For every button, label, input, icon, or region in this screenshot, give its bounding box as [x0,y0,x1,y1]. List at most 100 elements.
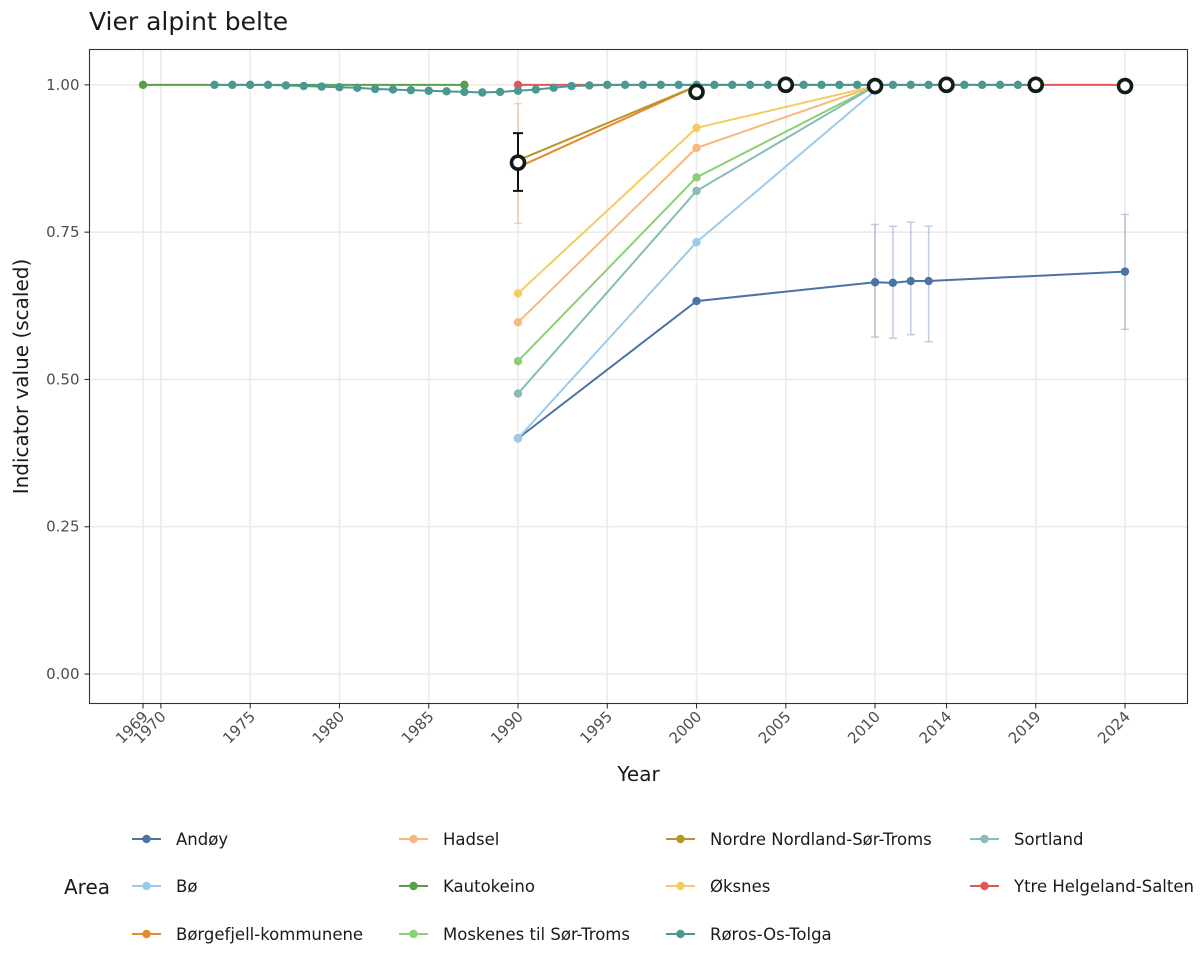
series-points [138,80,1130,443]
y-tick-label: 0.75 [46,223,79,241]
legend-item-sortland: Sortland [970,830,1083,849]
series-lines [143,83,1126,440]
point-roros-os-tolga [317,82,326,91]
legend-key-point [676,929,685,939]
x-tick-label: 1980 [309,708,349,748]
point-andoy [924,276,933,286]
point-roros-os-tolga [406,85,416,95]
legend-label: Hadsel [443,830,499,849]
point-roros-os-tolga [263,80,273,90]
point-ytre-helgeland-salten [513,80,523,90]
point-roros-os-tolga [370,84,380,94]
legend-item-ytre-helgeland-salten: Ytre Helgeland-Salten [970,877,1194,896]
legend-label: Nordre Nordland-Sør-Troms [710,830,932,849]
chart-title: Vier alpint belte [89,7,288,36]
point-roros-os-tolga [228,80,237,90]
point-roros-os-tolga [710,80,719,90]
point-bo [692,237,701,247]
legend: Area Andøy Bø Børgefjell-kommunene Hadsel Ka… [64,830,1194,944]
y-tick-label: 0.00 [46,665,79,683]
legend-key-point [676,881,685,891]
point-roros-os-tolga [888,80,898,90]
legend-label: Moskenes til Sør-Troms [443,925,630,944]
point-roros-os-tolga [424,86,433,95]
point-roros-os-tolga [656,80,666,90]
overall-point [866,77,884,95]
legend-item-borgefjell-kommunene: Børgefjell-kommunene [132,925,363,944]
line-andoy [517,270,1126,440]
point-roros-os-tolga [210,80,219,90]
legend-key-point [409,929,418,939]
point-hadsel [513,318,523,327]
legend-label: Bø [176,877,197,896]
point-andoy [1120,267,1130,276]
legend-key-point [142,834,151,844]
point-roros-os-tolga [460,87,469,97]
point-oksnes [513,289,523,298]
legend-item-andoy: Andøy [132,830,228,849]
point-roros-os-tolga [478,88,487,97]
overall-point [1027,76,1045,94]
x-tick-label: 1990 [487,708,527,748]
point-bo [513,434,523,443]
grid [89,49,1188,704]
point-roros-os-tolga [924,80,933,90]
point-roros-os-tolga [853,80,862,90]
plot-panel [88,48,1189,705]
point-roros-os-tolga [549,83,558,92]
point-roros-os-tolga [495,87,505,97]
legend-item-oksnes: Øksnes [666,877,770,896]
point-roros-os-tolga [585,81,594,90]
overall-point [509,154,527,171]
point-roros-os-tolga [817,80,826,90]
legend-label: Ytre Helgeland-Salten [1013,877,1194,896]
point-roros-os-tolga [960,80,969,90]
point-roros-os-tolga [442,87,451,96]
legend-title: Area [64,875,110,899]
point-moskenes-til-sor-troms [513,356,523,366]
point-roros-os-tolga [620,80,630,90]
point-roros-os-tolga [674,80,683,90]
legend-item-nordre-nordland-sor-troms: Nordre Nordland-Sør-Troms [666,830,932,849]
legend-key-point [409,834,418,844]
error-bars [513,102,1130,343]
legend-item-moskenes-til-sor-troms: Moskenes til Sør-Troms [399,925,630,944]
point-roros-os-tolga [281,81,291,90]
x-tick-label: 2014 [916,708,956,748]
x-tick-label: 1995 [576,708,616,748]
legend-item-hadsel: Hadsel [399,830,499,849]
point-sortland [513,389,523,398]
legend-key-point [409,881,418,891]
point-kautokeino [138,80,148,90]
point-roros-os-tolga [977,80,987,90]
legend-label: Sortland [1014,830,1083,849]
point-roros-os-tolga [245,80,255,90]
point-roros-os-tolga [835,80,844,90]
point-andoy [692,296,701,306]
x-tick-label: 1985 [398,708,438,748]
point-roros-os-tolga [799,80,808,90]
legend-key-point [676,834,685,844]
y-tick-label: 0.50 [46,370,79,388]
overall-point [688,83,705,101]
point-andoy [870,278,880,287]
point-moskenes-til-sor-troms [692,173,701,182]
point-hadsel [692,143,701,153]
point-andoy [888,278,898,288]
point-roros-os-tolga [763,80,773,90]
y-tick-label: 0.25 [46,518,79,536]
overall-point [1116,77,1134,95]
point-andoy [906,276,915,286]
line-nordre-nordland-sor-troms [517,85,697,162]
point-roros-os-tolga [335,83,344,92]
legend-key-point [142,929,151,939]
x-axis-title: Year [616,762,660,786]
point-roros-os-tolga [299,81,308,91]
legend-item-bo: Bø [132,877,197,896]
point-sortland [692,186,701,196]
point-roros-os-tolga [513,86,523,95]
x-tick-label: 2000 [666,708,706,748]
legend-label: Kautokeino [443,877,535,896]
point-roros-os-tolga [388,85,398,94]
